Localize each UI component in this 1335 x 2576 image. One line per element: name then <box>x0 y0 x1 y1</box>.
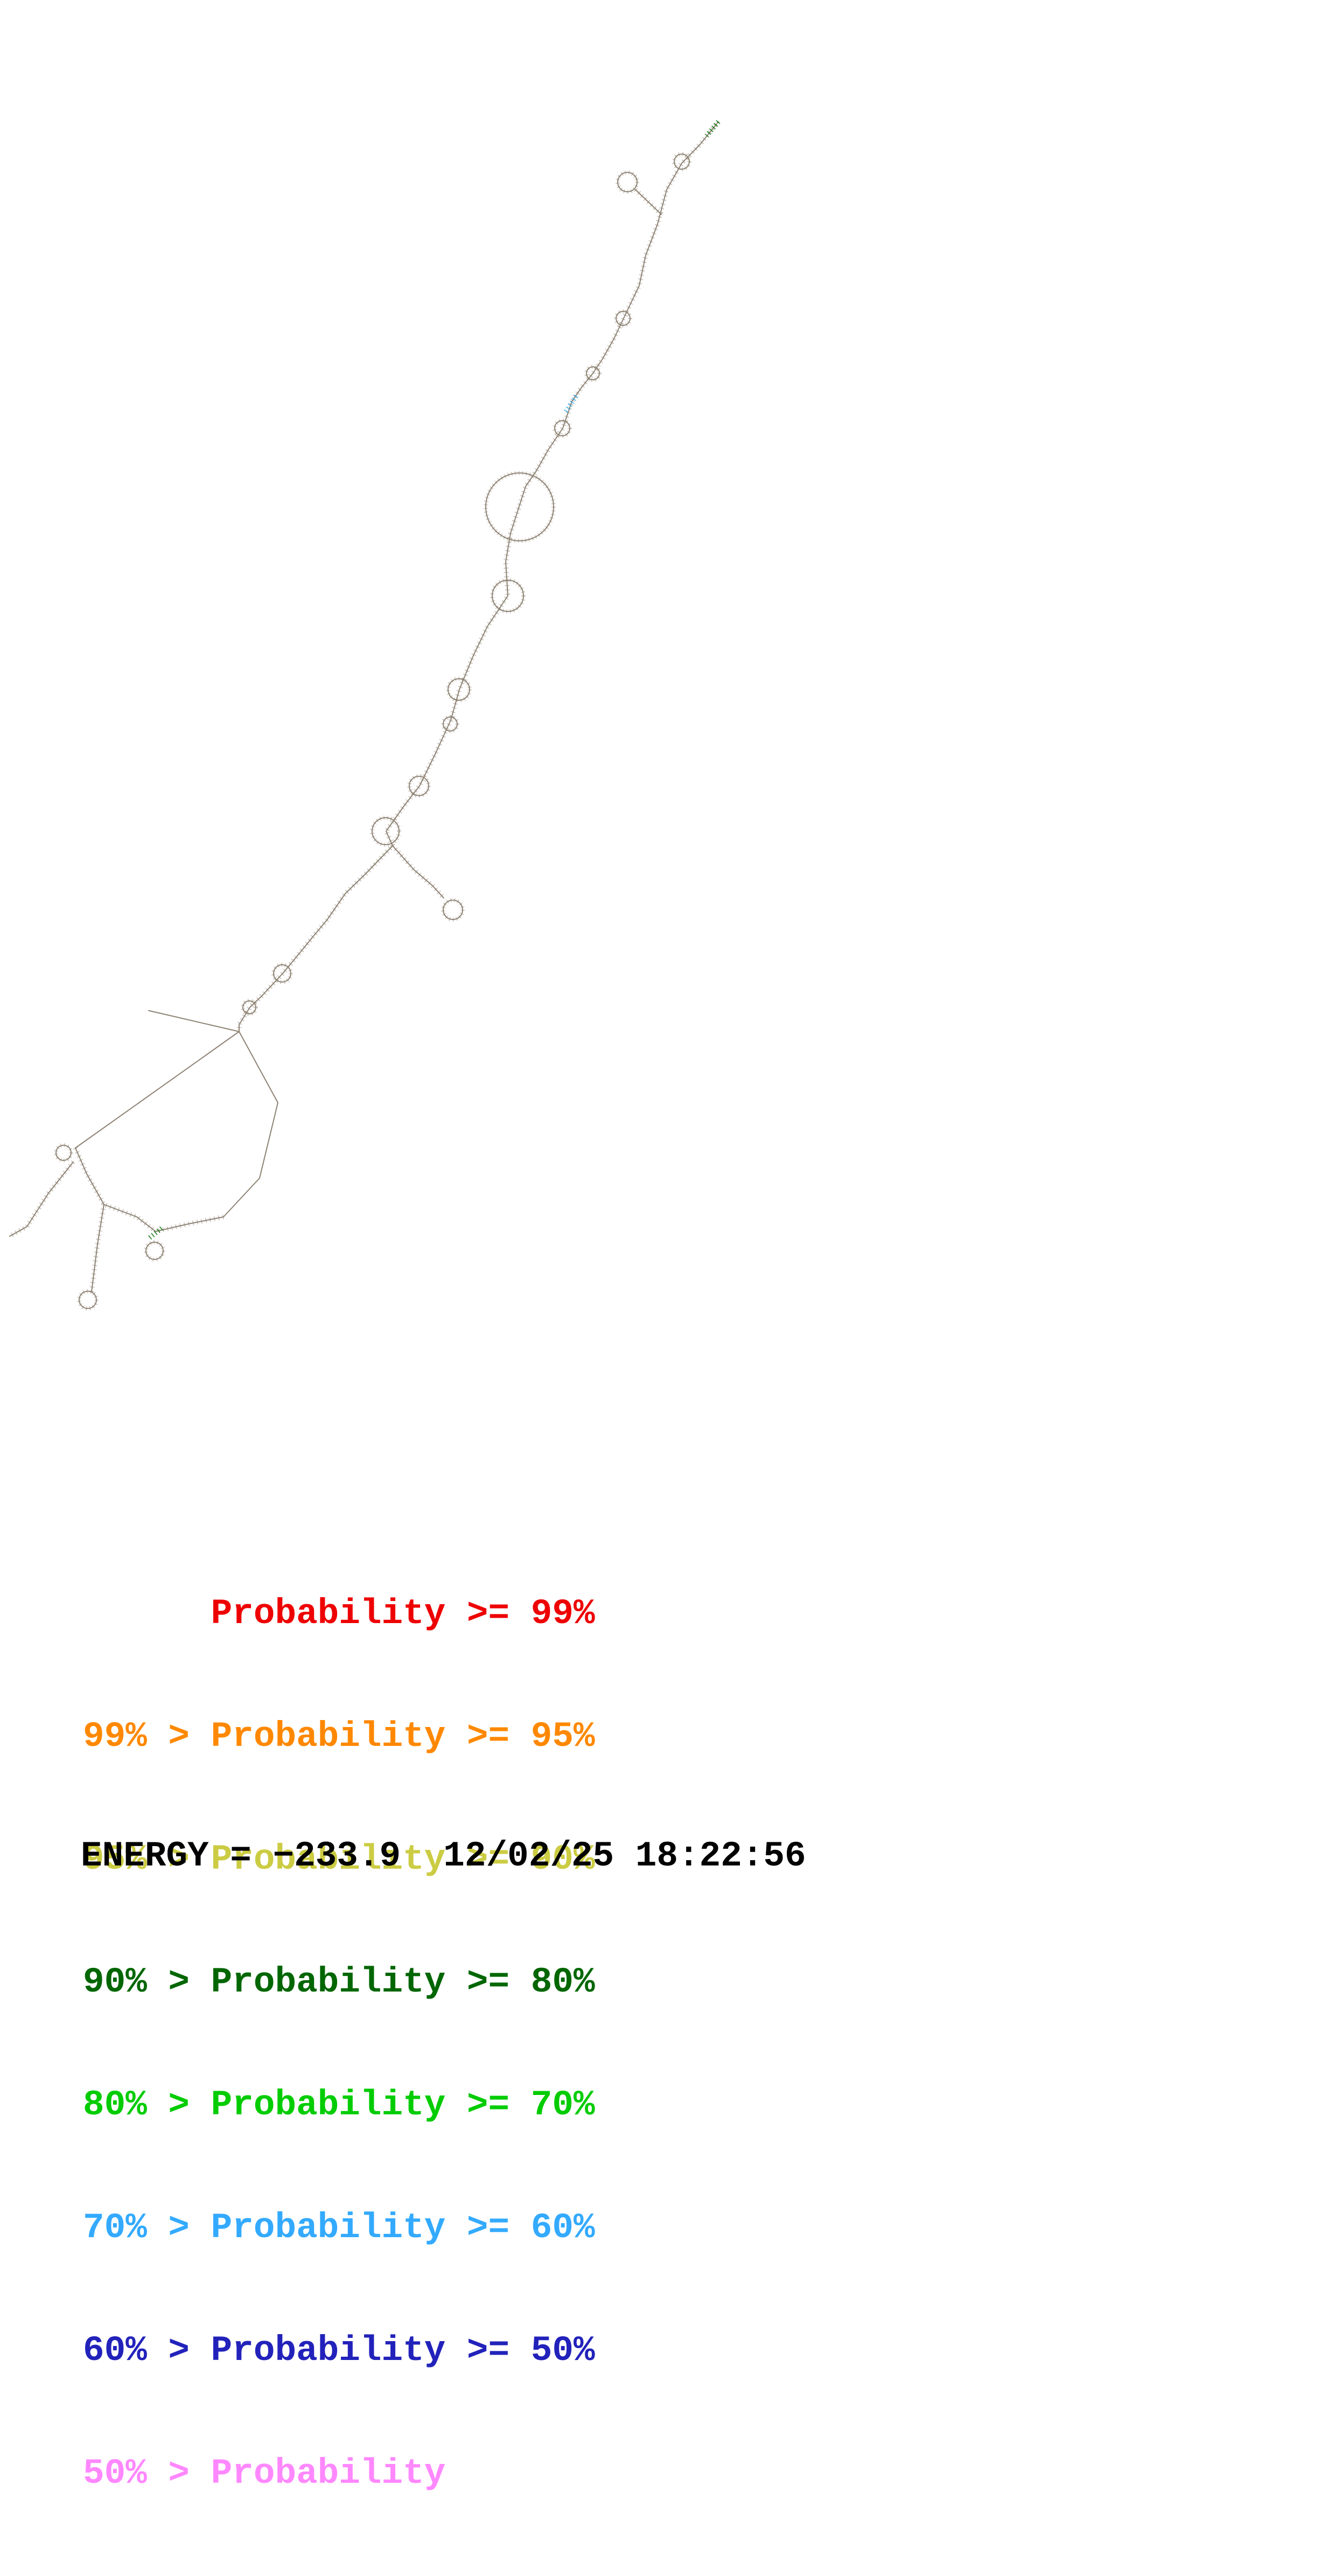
legend-row-70-80: 80% > Probability >= 70% <box>83 2085 595 2125</box>
legend-row-50-60: 60% > Probability >= 50% <box>83 2330 595 2371</box>
energy-annotation: ENERGY = −233.9 12/02/25 18:22:56 <box>81 1836 806 1876</box>
legend-row-95-99: 99% > Probability >= 95% <box>83 1716 595 1757</box>
legend-row-90-95: 95% > Probability >= 90% <box>83 1839 595 1879</box>
probability-legend: Probability >= 99% 99% > Probability >= … <box>83 1512 595 2576</box>
legend-row-80-90: 90% > Probability >= 80% <box>83 1962 595 2002</box>
rna-structure-svg <box>8 120 721 1311</box>
plot-canvas: Probability >= 99% 99% > Probability >= … <box>8 120 806 2494</box>
legend-row-99: Probability >= 99% <box>83 1593 595 1634</box>
legend-row-lt50: 50% > Probability <box>83 2453 446 2494</box>
legend-row-60-70: 70% > Probability >= 60% <box>83 2208 595 2248</box>
